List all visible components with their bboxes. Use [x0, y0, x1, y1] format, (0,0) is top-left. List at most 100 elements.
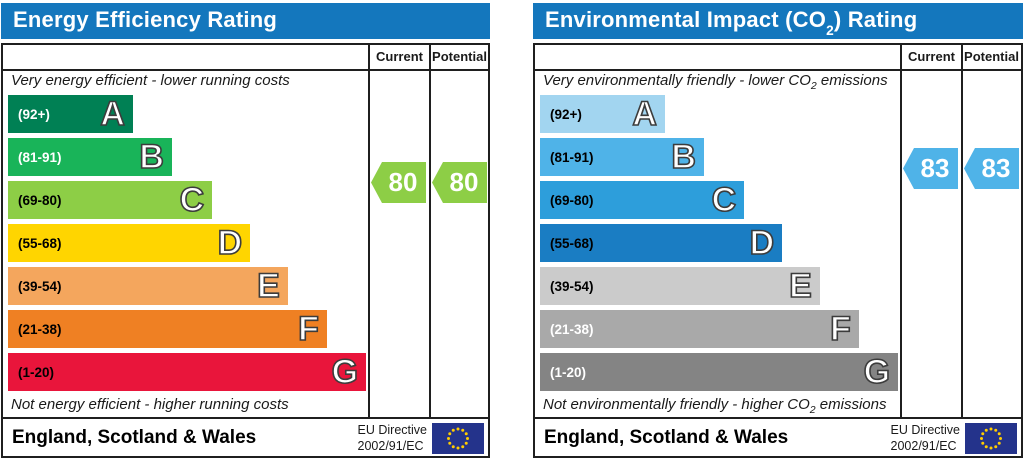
band-e-range: (39-54) — [550, 278, 594, 294]
band-f-letter: F — [829, 310, 851, 348]
band-row-b: (81-91) B — [540, 138, 902, 176]
band-row-b: (81-91) B — [8, 138, 370, 176]
band-d-range: (55-68) — [550, 235, 594, 251]
band-g: (1-20) G — [8, 353, 367, 391]
current-column-header: Current — [376, 49, 423, 64]
bottom-caption: Not energy efficient - higher running co… — [11, 396, 289, 416]
band-row-g: (1-20) G — [8, 353, 370, 391]
current-rating-arrow: 80 — [371, 162, 426, 203]
band-e: (39-54) E — [540, 267, 820, 305]
band-row-f: (21-38) F — [8, 310, 370, 348]
band-row-e: (39-54) E — [540, 267, 902, 305]
caption-text-post: emissions — [815, 396, 887, 413]
band-a-range: (92+) — [550, 106, 582, 122]
caption-text: Very environmentally friendly - lower CO — [543, 72, 811, 89]
header-divider — [535, 69, 1021, 71]
caption-text: Not energy efficient - higher running co… — [11, 396, 289, 413]
column-divider — [900, 45, 902, 417]
co2-chart-table: Current Potential Very environmentally f… — [533, 43, 1023, 458]
current-column-header: Current — [908, 49, 955, 64]
title-subscript: 2 — [826, 22, 834, 38]
band-c-letter: C — [711, 181, 737, 219]
potential-rating-value: 80 — [449, 167, 479, 197]
column-divider — [429, 45, 431, 417]
band-a: (92+) A — [8, 95, 133, 133]
current-rating-value: 83 — [920, 153, 950, 183]
band-b-letter: B — [139, 138, 165, 176]
band-c: (69-80) C — [8, 181, 213, 219]
top-caption: Very energy efficient - lower running co… — [11, 72, 290, 92]
potential-rating-arrow: 80 — [432, 162, 487, 203]
title-text: Energy Efficiency Rating — [13, 6, 277, 32]
title-text-post: ) Rating — [833, 6, 918, 32]
potential-column-header: Potential — [964, 49, 1019, 64]
caption-text: Very energy efficient - lower running co… — [11, 72, 290, 89]
potential-column-header: Potential — [432, 49, 487, 64]
energy-chart-title-bar: Energy Efficiency Rating — [1, 3, 490, 39]
environmental-impact-chart: Environmental Impact (CO2) Rating Curren… — [533, 0, 1023, 460]
band-f-range: (21-38) — [18, 321, 62, 337]
band-row-e: (39-54) E — [8, 267, 370, 305]
co2-chart-title-bar: Environmental Impact (CO2) Rating — [533, 3, 1023, 39]
band-c-range: (69-80) — [18, 192, 62, 208]
band-f: (21-38) F — [540, 310, 859, 348]
band-row-d: (55-68) D — [540, 224, 902, 262]
caption-subscript: 2 — [809, 404, 816, 416]
band-a-letter: A — [632, 95, 658, 133]
band-e-letter: E — [256, 267, 280, 305]
title-text: Environmental Impact (CO — [545, 6, 827, 32]
footer-divider — [535, 417, 1021, 419]
band-g: (1-20) G — [540, 353, 899, 391]
eu-directive-line1: EU Directive — [357, 423, 427, 437]
band-row-g: (1-20) G — [540, 353, 902, 391]
band-d-letter: D — [749, 224, 775, 262]
caption-subscript: 2 — [810, 80, 817, 92]
band-e-letter: E — [788, 267, 812, 305]
band-c: (69-80) C — [540, 181, 745, 219]
band-b-letter: B — [671, 138, 697, 176]
band-e: (39-54) E — [8, 267, 288, 305]
band-g-letter: G — [863, 353, 891, 391]
footer-divider — [3, 417, 488, 419]
rating-bands: (92+) A (81-91) B (69-80) C — [540, 95, 902, 396]
band-b-range: (81-91) — [550, 149, 594, 165]
bottom-caption: Not environmentally friendly - higher CO… — [543, 396, 886, 416]
rating-bands: (92+) A (81-91) B (69-80) C — [8, 95, 370, 396]
band-f-letter: F — [297, 310, 319, 348]
band-b-range: (81-91) — [18, 149, 62, 165]
eu-directive-line2: 2002/91/EC — [890, 439, 957, 454]
energy-chart-title: Energy Efficiency Rating — [13, 7, 277, 35]
current-rating-value: 80 — [388, 167, 418, 197]
band-row-d: (55-68) D — [8, 224, 370, 262]
band-c-letter: C — [179, 181, 205, 219]
band-row-a: (92+) A — [8, 95, 370, 133]
caption-text: Not environmentally friendly - higher CO — [543, 396, 810, 413]
column-divider — [368, 45, 370, 417]
band-row-c: (69-80) C — [8, 181, 370, 219]
band-c-range: (69-80) — [550, 192, 594, 208]
band-g-range: (1-20) — [550, 364, 587, 380]
eu-flag-icon — [965, 423, 1017, 454]
top-caption: Very environmentally friendly - lower CO… — [543, 72, 888, 92]
band-d: (55-68) D — [8, 224, 251, 262]
footer-region-label: England, Scotland & Wales — [544, 427, 789, 448]
co2-chart-title: Environmental Impact (CO2) Rating — [545, 6, 918, 38]
band-b: (81-91) B — [540, 138, 704, 176]
band-a-range: (92+) — [18, 106, 50, 122]
band-f-range: (21-38) — [550, 321, 594, 337]
eu-directive-label: EU Directive 2002/91/EC — [891, 422, 960, 455]
band-b: (81-91) B — [8, 138, 172, 176]
band-a: (92+) A — [540, 95, 665, 133]
band-g-letter: G — [331, 353, 359, 391]
potential-rating-arrow: 83 — [964, 148, 1019, 189]
band-row-c: (69-80) C — [540, 181, 902, 219]
potential-rating-value: 83 — [981, 153, 1011, 183]
band-g-range: (1-20) — [18, 364, 55, 380]
eu-directive-line2: 2002/91/EC — [357, 439, 424, 454]
band-d-letter: D — [217, 224, 243, 262]
header-divider — [3, 69, 488, 71]
band-e-range: (39-54) — [18, 278, 62, 294]
eu-directive-line1: EU Directive — [890, 423, 960, 437]
current-rating-arrow: 83 — [903, 148, 958, 189]
